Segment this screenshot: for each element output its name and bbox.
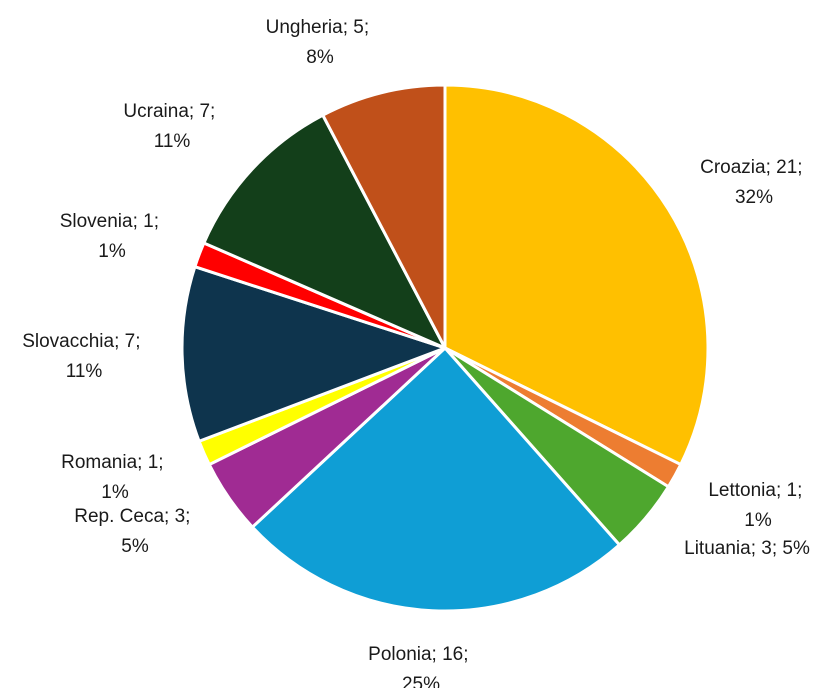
label-lituania: Lituania; 3; 5%	[684, 538, 810, 559]
slice-croazia	[443, 83, 710, 467]
label-ungheria: Ungheria; 5; 8%	[266, 17, 375, 68]
label-romania: Romania; 1; 1%	[61, 452, 169, 503]
label-ucraina: Ucraina; 7; 11%	[123, 101, 220, 152]
slice-polonia	[250, 346, 621, 613]
pie-slices	[180, 83, 710, 613]
label-slovacchia: Slovacchia; 7; 11%	[22, 331, 146, 382]
label-rep-ceca: Rep. Ceca; 3; 5%	[74, 506, 195, 557]
slice-slovacchia	[180, 265, 447, 443]
slice-ungheria	[321, 83, 447, 350]
label-croazia: Croazia; 21; 32%	[700, 157, 808, 208]
slice-ucraina	[202, 113, 447, 350]
data-labels: Croazia; 21; 32% Lettonia; 1; 1% Lituani…	[22, 17, 810, 688]
label-polonia: Polonia; 16; 25%	[368, 644, 474, 688]
label-lettonia: Lettonia; 1; 1%	[708, 480, 807, 531]
label-slovenia: Slovenia; 1; 1%	[60, 211, 165, 262]
